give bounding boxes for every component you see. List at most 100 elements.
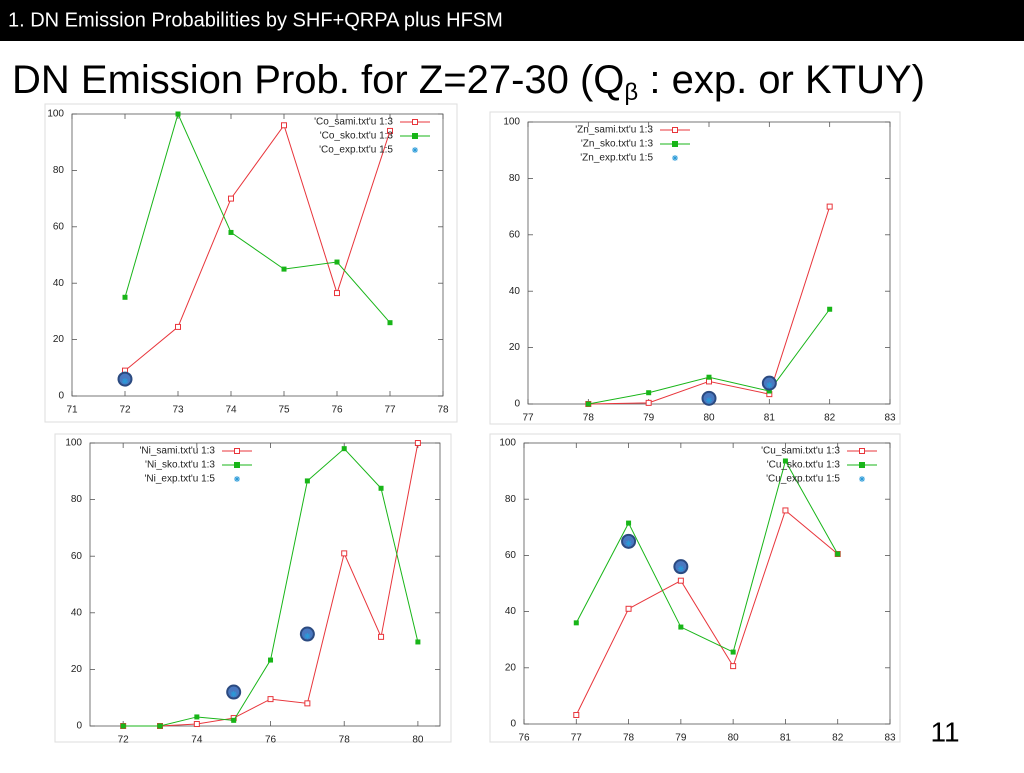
x-tick-label: 82 [824, 413, 836, 424]
chart-background [44, 103, 458, 423]
y-tick-label: 60 [71, 551, 83, 562]
point [646, 390, 652, 396]
chart-background [489, 433, 901, 743]
x-tick-label: 79 [675, 733, 687, 744]
point [228, 195, 234, 202]
point [826, 203, 833, 210]
legend-star [672, 155, 678, 161]
exp-star [625, 540, 632, 547]
x-tick-label: 78 [583, 413, 595, 424]
title-main: DN Emission Prob. for Z=27-30 (Q [12, 58, 624, 102]
point [193, 721, 200, 728]
point [175, 323, 181, 330]
legend-marker [859, 462, 865, 468]
y-tick-label: 0 [76, 721, 82, 732]
point [334, 290, 340, 297]
x-tick-label: 79 [643, 413, 655, 424]
y-tick-label: 80 [509, 173, 521, 184]
x-tick-label: 77 [522, 413, 534, 424]
y-tick-label: 60 [53, 221, 65, 232]
y-tick-label: 0 [510, 719, 516, 730]
x-tick-label: 76 [518, 733, 530, 744]
exp-star [304, 633, 311, 640]
legend-marker [672, 127, 678, 133]
point [573, 620, 579, 626]
page-number: 11 [930, 716, 959, 747]
slide-title: DN Emission Prob. for Z=27-30 (Qβ : exp.… [12, 58, 925, 107]
legend-star [234, 476, 240, 482]
point [573, 712, 580, 719]
y-tick-label: 100 [47, 109, 64, 120]
x-tick-label: 80 [412, 735, 424, 746]
legend-label: 'Cu_sko.txt'u 1:3 [767, 460, 841, 471]
series-line [575, 459, 839, 653]
legend-label: 'Zn_sami.txt'u 1:3 [575, 125, 653, 136]
point [268, 657, 274, 663]
point [678, 624, 684, 630]
y-tick-label: 40 [509, 286, 521, 297]
chart-panel: 0 20 40 60 80 100 77 78 79 80 81 82 83 'Zn_sami.txt'u… [489, 111, 901, 425]
y-tick-label: 20 [505, 662, 517, 673]
legend-star [859, 476, 865, 482]
header-title: 1. DN Emission Probabilities by SHF+QRPA… [8, 9, 503, 31]
y-tick-label: 0 [514, 399, 520, 410]
plot-frame [89, 442, 441, 727]
point [782, 507, 789, 514]
x-tick-label: 78 [339, 735, 351, 746]
point [281, 266, 287, 272]
point [730, 663, 737, 670]
exp-star [230, 691, 237, 698]
point [341, 446, 347, 452]
y-tick-label: 60 [509, 229, 521, 240]
point [175, 111, 181, 117]
exp-star [766, 382, 773, 389]
x-tick-label: 77 [571, 733, 583, 744]
y-tick-label: 0 [58, 391, 64, 402]
y-tick-label: 20 [53, 334, 65, 345]
chart-background [489, 111, 901, 425]
x-tick-label: 73 [172, 405, 184, 416]
title-subscript: β [624, 79, 638, 106]
point [120, 723, 126, 729]
legend-marker [412, 119, 418, 125]
x-tick-label: 80 [728, 733, 740, 744]
legend-star [412, 147, 418, 153]
point [706, 374, 712, 380]
point [267, 696, 274, 703]
point [281, 122, 287, 129]
legend-label: 'Co_sko.txt'u 1:3 [320, 131, 394, 142]
point [414, 440, 421, 446]
exp-star [677, 565, 684, 572]
series-line [124, 124, 391, 372]
x-tick-label: 83 [884, 733, 896, 744]
point [231, 717, 237, 723]
series-line [575, 509, 839, 716]
y-tick-label: 20 [71, 664, 83, 675]
chart-panel: 0 20 40 60 80 100 76 77 78 79 80 81 82 83 'Cu_sami.txt… [489, 433, 901, 744]
point [387, 127, 393, 134]
x-tick-label: 81 [780, 733, 792, 744]
x-tick-label: 77 [384, 405, 396, 416]
x-tick-label: 72 [119, 405, 131, 416]
point [766, 388, 772, 394]
x-tick-label: 83 [884, 413, 896, 424]
point [625, 605, 632, 612]
legend-marker [412, 133, 418, 139]
point [341, 550, 348, 557]
x-tick-label: 75 [278, 405, 290, 416]
legend-marker [234, 462, 240, 468]
y-tick-label: 20 [509, 342, 521, 353]
legend-label: 'Zn_exp.txt'u 1:5 [580, 153, 653, 164]
point [835, 551, 841, 557]
x-tick-label: 74 [225, 405, 237, 416]
point [645, 399, 652, 406]
x-tick-label: 76 [331, 405, 343, 416]
x-tick-label: 72 [118, 735, 130, 746]
header-bar [0, 0, 1024, 41]
y-tick-label: 40 [505, 606, 517, 617]
legend-marker [234, 448, 240, 454]
point [304, 700, 311, 707]
x-tick-label: 81 [764, 413, 776, 424]
